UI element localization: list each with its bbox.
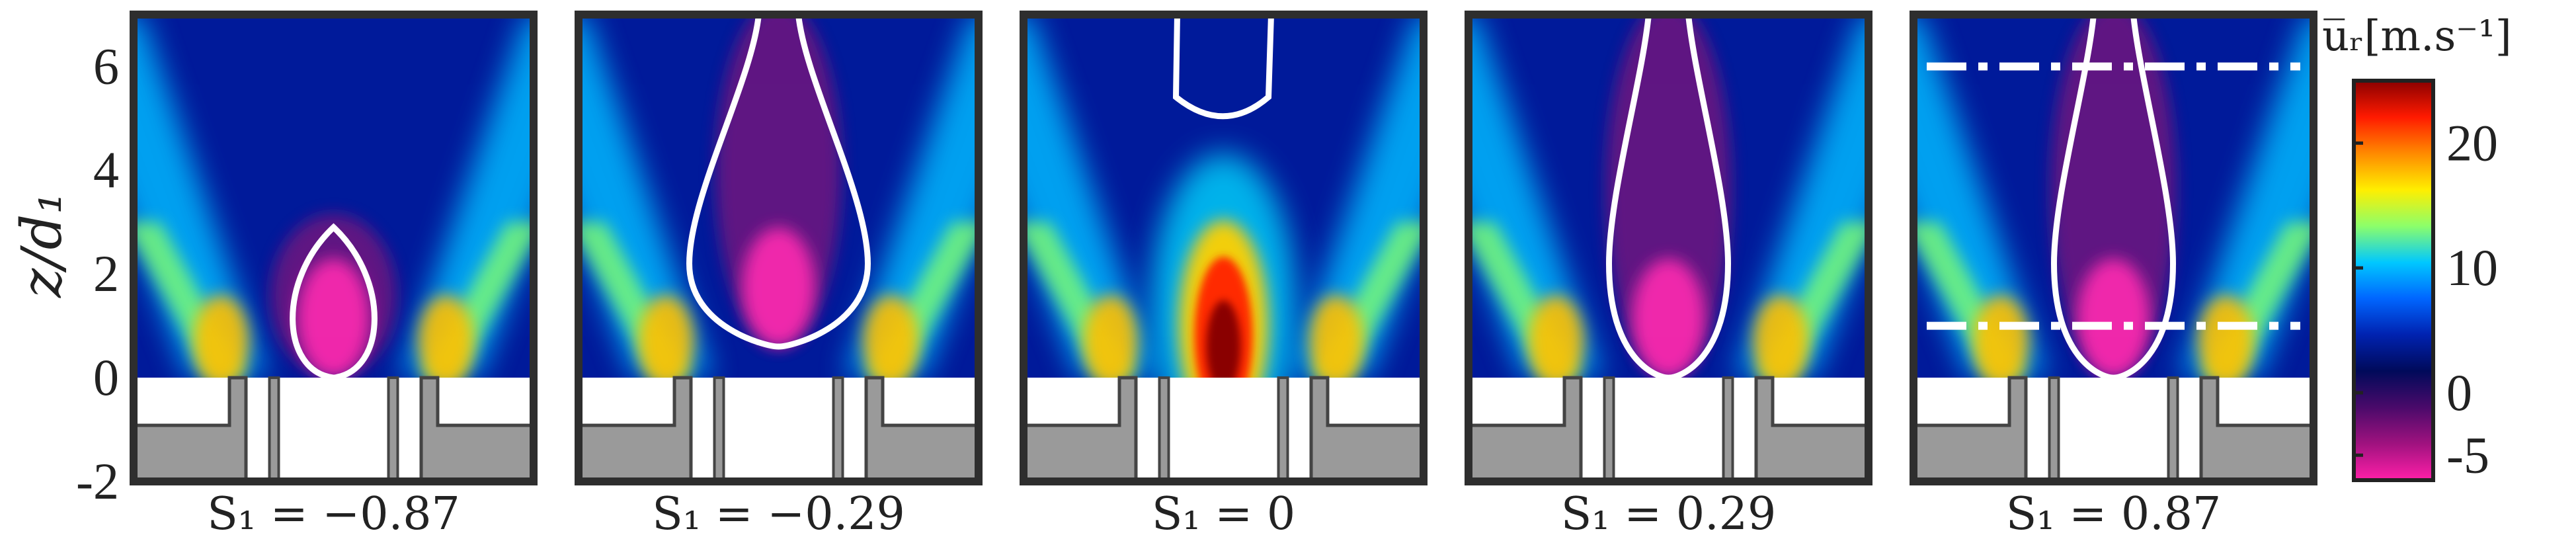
- velocity-field: [1024, 15, 1424, 378]
- jet-hotspot: [638, 295, 694, 378]
- injector: [1912, 376, 2315, 483]
- injector-rod: [1722, 376, 1734, 483]
- colorbar-tick-label: 10: [2446, 239, 2498, 296]
- injector: [1022, 376, 1426, 483]
- colorbar-tick-label: 0: [2446, 364, 2472, 421]
- colorbar-ramp: [2352, 79, 2435, 482]
- recirculation-peak: [2077, 259, 2150, 378]
- panel-frame: [1020, 11, 1428, 485]
- panel-label: S₁ = 0: [1152, 488, 1295, 539]
- injector: [132, 376, 536, 483]
- jet-hotspot: [1528, 295, 1584, 378]
- recirculation-peak: [297, 259, 370, 378]
- panel-frame: [1465, 11, 1872, 485]
- jet-hotspot: [418, 295, 474, 378]
- injector-rod: [713, 376, 725, 483]
- recirculation-fill: [2050, 15, 2177, 378]
- panel-frame: [575, 11, 983, 485]
- recirculation-peak: [1632, 259, 1705, 378]
- jet-hotspot: [1083, 295, 1139, 378]
- recirculation-contour: [1172, 15, 1274, 120]
- velocity-field: [134, 15, 534, 378]
- velocity-field: [1913, 15, 2314, 378]
- panel: S₁ = −0.87: [130, 11, 538, 539]
- injector-rod: [2048, 376, 2060, 483]
- central-jet-peak: [1206, 300, 1241, 378]
- y-tick-label: 4: [93, 141, 119, 198]
- y-tick-label: 2: [93, 245, 119, 302]
- jet-hotspot: [193, 295, 249, 378]
- panel-frame: [1910, 11, 2317, 485]
- injector-rod: [2167, 376, 2179, 483]
- y-tick-label: 6: [93, 37, 119, 95]
- injector-rod: [1158, 376, 1170, 483]
- recirculation-peak: [742, 228, 815, 347]
- injector: [577, 376, 981, 483]
- colorbar: u̅ᵣ[m.s⁻¹] 20 10 0-5: [2322, 12, 2512, 483]
- injector: [1467, 376, 1871, 483]
- velocity-field: [1469, 15, 1869, 378]
- panel-label: S₁ = 0.87: [2006, 488, 2221, 539]
- panel-label: S₁ = −0.29: [652, 488, 905, 539]
- panel: S₁ = 0.87: [1910, 11, 2317, 539]
- jet-hotspot: [2198, 295, 2254, 378]
- recirculation-contour: [2050, 15, 2177, 378]
- injector-rod: [1277, 376, 1289, 483]
- jet-hotspot: [863, 295, 919, 378]
- y-tick-labels: 6 4 2 0 -2: [76, 37, 119, 510]
- velocity-field: [579, 15, 979, 378]
- panel: S₁ = 0.29: [1465, 11, 1872, 539]
- injector-rod: [832, 376, 844, 483]
- y-tick-label: -2: [76, 452, 119, 510]
- colorbar-tick-label: -5: [2446, 426, 2489, 483]
- panel: S₁ = −0.29: [575, 11, 983, 539]
- colorbar-title: u̅ᵣ[m.s⁻¹]: [2322, 12, 2512, 61]
- y-axis-label: z/d₁: [9, 192, 74, 298]
- injector-rod: [268, 376, 280, 483]
- colorbar-tick-label: 20: [2446, 114, 2498, 171]
- injector-rod: [1603, 376, 1615, 483]
- recirculation-contour: [1605, 15, 1732, 378]
- injector-rod: [387, 376, 399, 483]
- y-tick-label: 0: [93, 349, 119, 406]
- jet-hotspot: [1308, 295, 1364, 378]
- panel-label: S₁ = −0.87: [207, 488, 460, 539]
- panel-label: S₁ = 0.29: [1561, 488, 1776, 539]
- panel: S₁ = 0: [1020, 11, 1428, 539]
- y-axis: z/d₁ 6 4 2 0 -2: [9, 37, 119, 510]
- panel-frame: [130, 11, 538, 485]
- jet-hotspot: [1753, 295, 1809, 378]
- jet-hotspot: [1973, 295, 2029, 378]
- recirculation-contour: [290, 223, 378, 378]
- panels: S₁ = −0.87 S₁ = −0.29 S₁ = 0 S₁ = 0.29 S₁ = …: [130, 11, 2317, 539]
- colorbar-tick-labels: 20 10 0-5: [2354, 114, 2498, 483]
- recirculation-contour: [686, 15, 871, 350]
- recirculation-fill: [1605, 15, 1732, 378]
